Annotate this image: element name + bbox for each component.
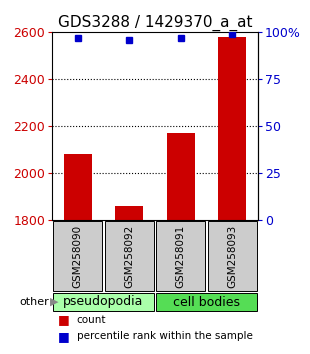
- Text: ▶: ▶: [51, 297, 59, 307]
- Text: cell bodies: cell bodies: [173, 296, 240, 308]
- Text: ■: ■: [58, 313, 70, 326]
- Bar: [218, 37, 246, 220]
- Title: GDS3288 / 1429370_a_at: GDS3288 / 1429370_a_at: [58, 15, 252, 31]
- Bar: [166, 133, 195, 220]
- Bar: [64, 154, 92, 220]
- Bar: [53, 293, 154, 311]
- Bar: [53, 221, 103, 291]
- Text: other: other: [19, 297, 49, 307]
- Text: GSM258090: GSM258090: [73, 224, 83, 287]
- Bar: [207, 221, 257, 291]
- Bar: [156, 293, 257, 311]
- Bar: [104, 221, 154, 291]
- Bar: [115, 206, 144, 220]
- Text: GSM258092: GSM258092: [124, 224, 134, 288]
- Text: GSM258093: GSM258093: [227, 224, 237, 288]
- Text: pseudopodia: pseudopodia: [63, 296, 144, 308]
- Text: ■: ■: [58, 330, 70, 343]
- Text: percentile rank within the sample: percentile rank within the sample: [77, 331, 253, 341]
- Bar: [156, 221, 206, 291]
- Text: GSM258091: GSM258091: [176, 224, 186, 288]
- Text: count: count: [77, 315, 106, 325]
